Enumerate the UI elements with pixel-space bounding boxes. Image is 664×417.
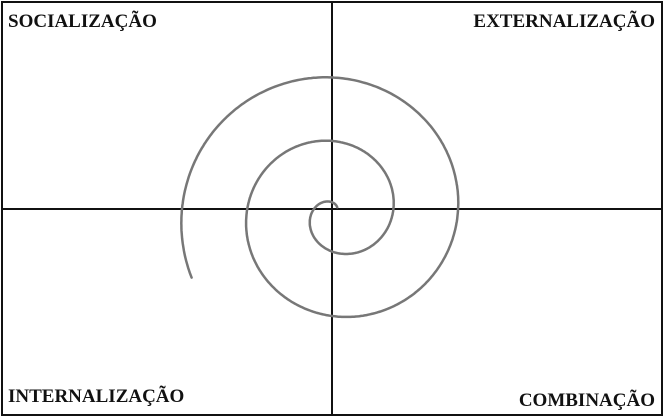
knowledge-spiral [180, 76, 460, 319]
label-internalizacao: INTERNALIZAÇÃO [8, 386, 185, 407]
label-externalizacao: EXTERNALIZAÇÃO [473, 11, 655, 32]
label-socializacao: SOCIALIZAÇÃO [8, 11, 157, 32]
label-combinacao: COMBINAÇÃO [518, 390, 655, 411]
